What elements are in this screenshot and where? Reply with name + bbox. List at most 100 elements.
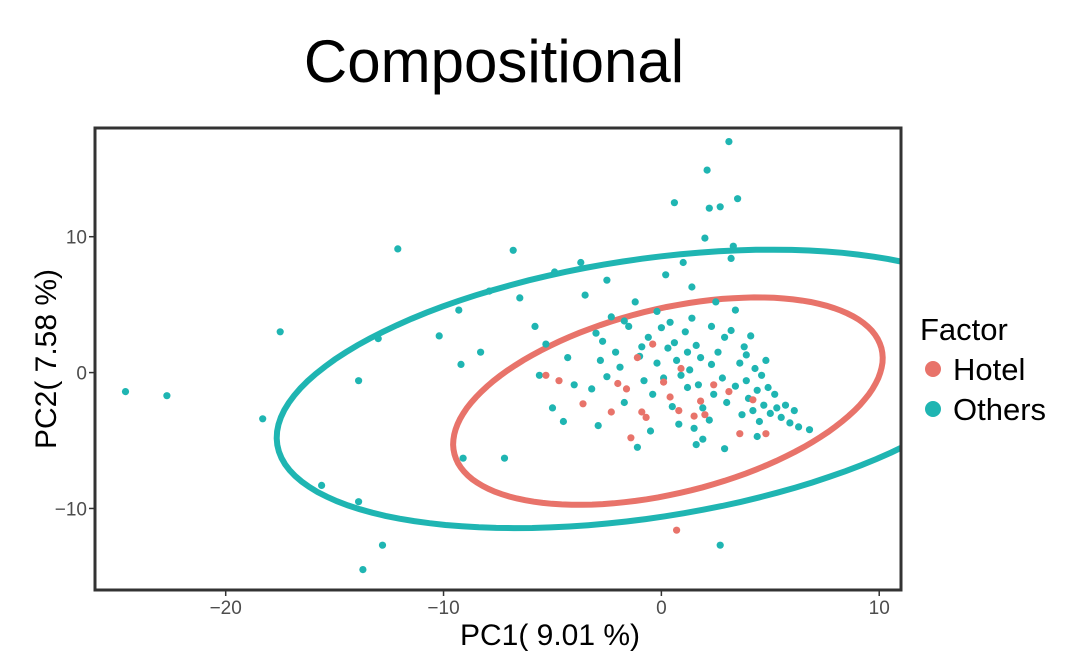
point-others <box>653 359 661 367</box>
x-axis: −20 −10 0 10 <box>210 590 890 619</box>
point-others <box>673 356 681 364</box>
point-others <box>742 351 750 359</box>
point-others <box>594 422 602 430</box>
point-others <box>727 326 735 335</box>
x-axis-label: PC1( 9.01 %) <box>460 619 640 652</box>
point-others <box>712 298 720 306</box>
point-hotel <box>633 354 642 362</box>
point-others <box>742 377 750 385</box>
point-others <box>625 322 633 330</box>
point-others <box>731 382 740 390</box>
point-others <box>690 424 698 432</box>
point-others <box>703 166 711 174</box>
y-tick-label: 10 <box>66 228 87 249</box>
point-others <box>721 445 729 453</box>
point-others <box>516 294 524 302</box>
point-others <box>318 481 326 489</box>
point-others <box>374 335 382 343</box>
point-others <box>653 307 661 315</box>
point-others <box>755 417 764 426</box>
point-others <box>725 138 733 146</box>
point-others <box>692 441 700 449</box>
point-hotel <box>690 412 698 420</box>
point-others <box>707 322 716 330</box>
x-tick-label: 0 <box>656 598 667 619</box>
point-hotel <box>749 396 757 404</box>
point-hotel <box>725 388 733 396</box>
point-others <box>670 339 679 347</box>
point-others <box>457 360 465 368</box>
point-others <box>644 333 652 341</box>
point-others <box>670 199 679 207</box>
point-others <box>766 409 774 417</box>
point-others <box>612 348 620 356</box>
point-hotel <box>542 371 550 379</box>
point-others <box>758 371 766 379</box>
point-hotel <box>622 385 631 393</box>
point-others <box>616 363 624 371</box>
point-others <box>646 427 655 435</box>
point-others <box>394 245 402 253</box>
y-tick-label: −10 <box>55 499 87 520</box>
legend: Factor Hotel Others <box>920 312 1046 427</box>
points-layer <box>121 138 814 574</box>
point-others <box>716 203 724 211</box>
point-others <box>701 234 709 242</box>
point-others <box>607 313 615 321</box>
plot-area <box>93 126 903 592</box>
point-others <box>721 333 729 341</box>
point-others <box>163 392 171 400</box>
y-axis-label: PC2( 7.58 %) <box>30 269 63 449</box>
point-others <box>723 398 731 407</box>
point-others <box>435 332 443 340</box>
point-others <box>760 401 768 409</box>
y-axis: −10 0 10 <box>55 228 95 520</box>
point-others <box>714 348 722 356</box>
point-others <box>662 271 670 279</box>
point-others <box>731 306 740 314</box>
point-others <box>753 432 761 441</box>
point-others <box>762 356 770 364</box>
point-others <box>795 423 803 431</box>
point-others <box>786 419 794 427</box>
point-others <box>686 366 694 374</box>
point-others <box>485 287 493 295</box>
x-tick-label: −10 <box>427 598 459 619</box>
point-others <box>588 385 596 393</box>
point-others <box>531 322 539 330</box>
point-hotel <box>736 430 744 438</box>
point-others <box>749 407 757 415</box>
chart-title: Compositional <box>304 28 684 95</box>
point-others <box>679 258 687 267</box>
point-others <box>564 354 572 362</box>
point-others <box>734 195 742 203</box>
point-others <box>378 541 387 549</box>
point-hotel <box>642 413 650 421</box>
point-others <box>705 204 713 212</box>
point-others <box>620 398 628 407</box>
point-others <box>790 407 798 415</box>
point-others <box>596 356 605 364</box>
point-others <box>781 401 790 409</box>
point-others <box>747 332 755 340</box>
legend-label-hotel: Hotel <box>953 352 1025 387</box>
point-hotel <box>762 430 770 438</box>
point-others <box>559 417 568 426</box>
point-others <box>718 374 727 382</box>
point-others <box>459 454 467 462</box>
point-others <box>738 411 746 419</box>
point-hotel <box>675 407 683 415</box>
point-others <box>688 283 696 291</box>
point-others <box>355 377 363 385</box>
point-others <box>751 364 759 373</box>
point-hotel <box>701 411 709 419</box>
point-others <box>683 348 692 356</box>
ellipse-layer <box>273 246 901 532</box>
point-others <box>736 359 744 367</box>
point-others <box>535 371 544 379</box>
point-others <box>664 344 672 352</box>
point-others <box>603 276 611 284</box>
point-others <box>276 328 284 336</box>
point-others <box>603 373 611 381</box>
